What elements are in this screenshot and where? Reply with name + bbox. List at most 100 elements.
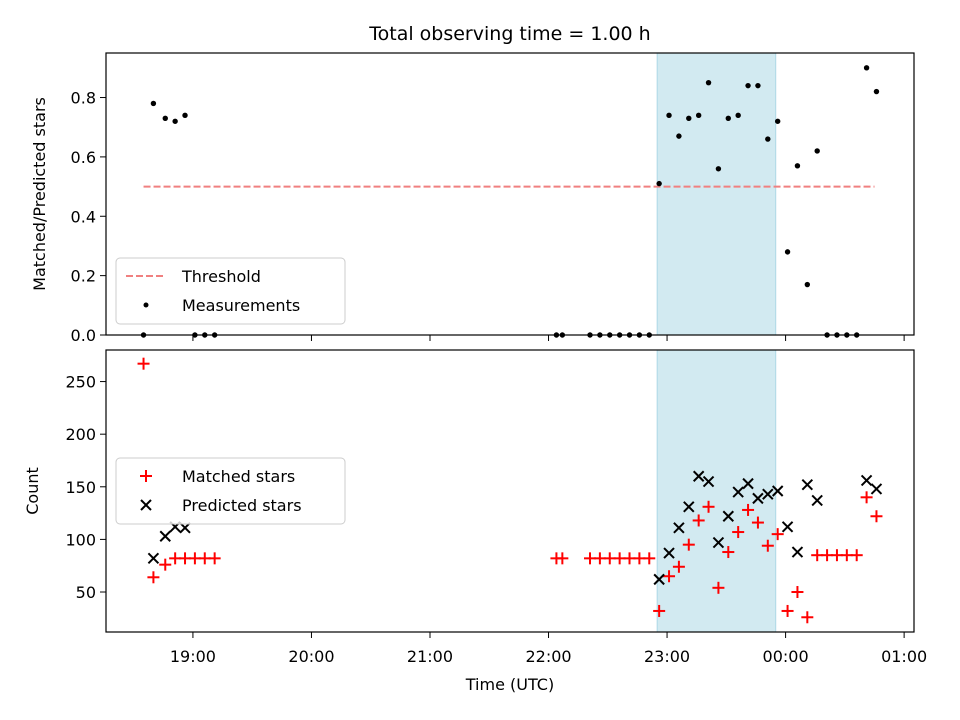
predicted-star-point bbox=[722, 510, 735, 522]
measurement-point bbox=[863, 65, 870, 71]
matched-star-point bbox=[147, 571, 160, 584]
bottom-axes-frame bbox=[105, 349, 915, 633]
x-tick-label: 00:00 bbox=[763, 647, 809, 666]
matched-star-point bbox=[556, 552, 569, 565]
x-axis-label: Time (UTC) bbox=[465, 675, 554, 694]
matched-star-point bbox=[791, 586, 804, 599]
matched-star-point bbox=[722, 546, 735, 559]
x-tick-label: 19:00 bbox=[170, 647, 216, 666]
matched-star-point bbox=[761, 539, 774, 552]
legend-predicted-label: Predicted stars bbox=[182, 496, 302, 515]
matched-star-point bbox=[692, 514, 705, 527]
measurement-point bbox=[765, 136, 771, 142]
measurement-point bbox=[695, 112, 702, 119]
measurement-point bbox=[150, 100, 157, 107]
y-tick-label: 200 bbox=[65, 425, 96, 444]
predicted-star-point bbox=[159, 530, 171, 542]
y-tick-label: 50 bbox=[76, 583, 96, 602]
measurement-point bbox=[162, 115, 168, 122]
legend-predicted-swatch bbox=[140, 499, 152, 511]
legend-matched-label: Matched stars bbox=[182, 467, 295, 486]
measurement-point bbox=[172, 118, 178, 124]
predicted-star-point bbox=[702, 475, 715, 488]
measurement-point bbox=[666, 112, 672, 119]
matched-star-point bbox=[682, 538, 695, 551]
x-tick-label: 01:00 bbox=[881, 647, 927, 666]
matched-star-point bbox=[712, 581, 725, 594]
matched-star-point bbox=[850, 549, 863, 562]
predicted-star-point bbox=[653, 573, 665, 586]
matched-star-point bbox=[672, 560, 685, 573]
predicted-star-point bbox=[870, 483, 883, 495]
predicted-star-point bbox=[712, 536, 725, 549]
y-tick-label: 0.0 bbox=[71, 326, 96, 345]
measurement-point bbox=[784, 249, 791, 255]
matched-star-point bbox=[860, 491, 873, 504]
predicted-star-point bbox=[742, 477, 754, 490]
top-legend: Threshold Measurements bbox=[115, 257, 346, 325]
matched-star-point bbox=[208, 552, 221, 565]
y-tick-label: 0.6 bbox=[71, 148, 96, 167]
top-y-axis-label: Matched/Predicted stars bbox=[30, 97, 49, 291]
predicted-star-point bbox=[752, 492, 764, 505]
matched-star-point bbox=[870, 510, 883, 523]
predicted-star-point bbox=[683, 501, 695, 513]
matched-star-point bbox=[663, 570, 676, 583]
matched-star-point bbox=[801, 611, 814, 624]
y-tick-label: 250 bbox=[65, 373, 96, 392]
predicted-star-point bbox=[692, 470, 705, 482]
measurement-point bbox=[705, 79, 712, 86]
predicted-star-point bbox=[663, 547, 675, 559]
measurement-point bbox=[686, 115, 692, 122]
x-tick-label: 20:00 bbox=[288, 647, 334, 666]
predicted-star-point bbox=[811, 494, 823, 507]
measurement-point bbox=[676, 133, 682, 139]
predicted-star-point bbox=[762, 488, 774, 500]
chart-title: Total observing time = 1.00 h bbox=[368, 23, 650, 45]
predicted-star-point bbox=[732, 486, 744, 498]
y-tick-label: 0.8 bbox=[71, 89, 96, 108]
measurement-point bbox=[755, 82, 761, 89]
y-tick-label: 150 bbox=[65, 478, 96, 497]
matched-star-point bbox=[732, 526, 745, 539]
predicted-star-point bbox=[781, 521, 794, 533]
measurement-point bbox=[774, 118, 781, 124]
measurement-point bbox=[735, 112, 741, 119]
predicted-star-point bbox=[801, 478, 814, 491]
bottom-panel: 50 100 150 200 250 19:00 20:00 21:00 22:00 23:00… bbox=[23, 349, 927, 694]
predicted-star-point bbox=[860, 474, 873, 487]
matched-star-point bbox=[653, 604, 666, 617]
legend-measurements-swatch bbox=[143, 302, 149, 308]
predicted-star-point bbox=[791, 546, 804, 558]
matched-star-point bbox=[137, 357, 150, 370]
top-panel: 0.00.20.40.60.8 Matched/Predicted stars … bbox=[30, 52, 915, 345]
measurement-point bbox=[814, 148, 820, 154]
x-tick-label: 22:00 bbox=[525, 647, 571, 666]
highlight-span bbox=[656, 349, 777, 633]
measurement-point bbox=[182, 112, 188, 119]
top-axes-frame bbox=[105, 52, 915, 336]
measurement-point bbox=[715, 166, 722, 172]
measurement-point bbox=[794, 163, 801, 169]
measurement-point bbox=[745, 82, 751, 89]
measurement-point bbox=[873, 88, 880, 95]
highlight-span bbox=[656, 52, 777, 336]
measurement-point bbox=[804, 281, 811, 288]
matched-star-point bbox=[751, 516, 764, 529]
measurement-point bbox=[656, 180, 662, 187]
legend-threshold-label: Threshold bbox=[181, 267, 261, 286]
matched-star-point bbox=[643, 552, 656, 565]
bottom-y-axis-label: Count bbox=[23, 467, 42, 515]
matched-star-point bbox=[781, 604, 794, 617]
x-tick-label: 23:00 bbox=[644, 647, 690, 666]
matched-star-point bbox=[159, 558, 172, 571]
legend-matched-swatch bbox=[140, 470, 152, 482]
measurement-point bbox=[725, 115, 731, 122]
y-tick-label: 100 bbox=[65, 530, 96, 549]
bottom-legend: Matched stars Predicted stars bbox=[115, 457, 346, 525]
legend-measurements-label: Measurements bbox=[182, 296, 300, 315]
predicted-star-point bbox=[771, 485, 784, 497]
y-tick-label: 0.4 bbox=[71, 207, 96, 226]
matched-star-point bbox=[742, 503, 755, 516]
